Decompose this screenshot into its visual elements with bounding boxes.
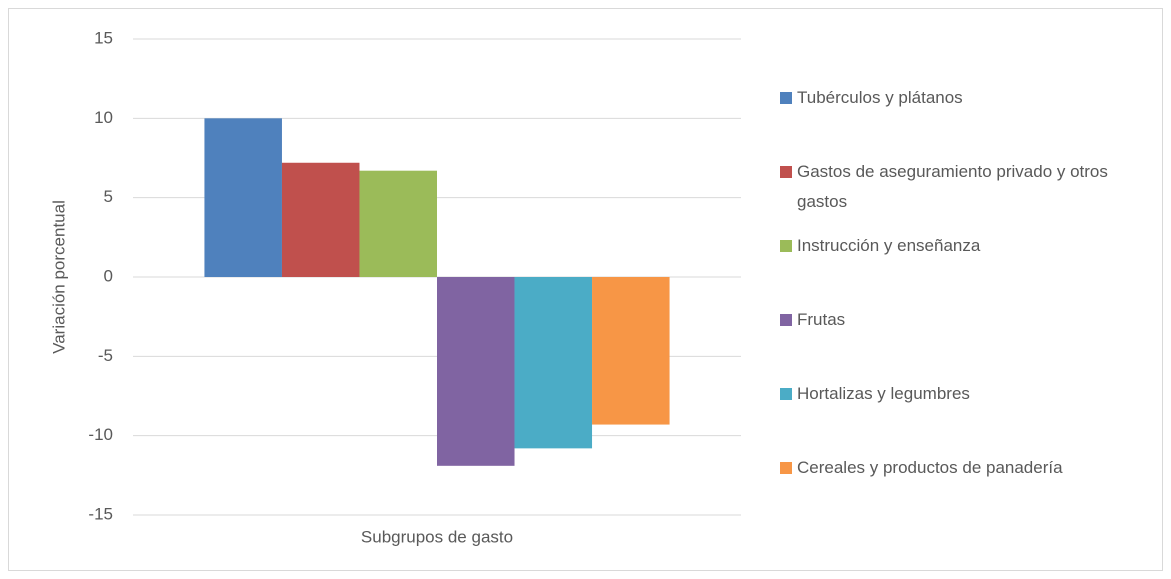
- legend-swatch: [780, 166, 792, 178]
- x-axis-label: Subgrupos de gasto: [361, 527, 513, 546]
- legend-item: Instrucción y enseñanza: [780, 231, 1140, 261]
- bar: [204, 118, 282, 277]
- legend-label: Hortalizas y legumbres: [797, 384, 970, 403]
- y-tick-label: 10: [94, 108, 113, 127]
- bar: [281, 162, 360, 277]
- legend-swatch: [780, 462, 792, 474]
- legend-swatch: [780, 240, 792, 252]
- y-tick-label: -10: [88, 425, 113, 444]
- legend-item: Gastos de aseguramiento privado y otros …: [780, 157, 1140, 217]
- legend-item: Tubérculos y plátanos: [780, 83, 1140, 113]
- legend-label: Tubérculos y plátanos: [797, 88, 963, 107]
- bar: [359, 170, 437, 277]
- y-tick-label: 15: [94, 28, 113, 47]
- y-tick-label: -5: [98, 346, 113, 365]
- legend-label: Cereales y productos de panadería: [797, 458, 1063, 477]
- legend-label: Frutas: [797, 310, 846, 329]
- legend-item: Cereales y productos de panadería: [780, 453, 1140, 483]
- y-tick-label: 5: [104, 187, 113, 206]
- y-tick-label: -15: [88, 504, 113, 523]
- legend-swatch: [780, 388, 792, 400]
- bar: [437, 277, 515, 466]
- y-axis-label: Variación porcentual: [49, 200, 68, 354]
- legend-item: Frutas: [780, 305, 1140, 335]
- legend-item: Hortalizas y legumbres: [780, 379, 1140, 409]
- legend-swatch: [780, 314, 792, 326]
- bar: [592, 277, 670, 425]
- chart-border: [8, 8, 1163, 571]
- legend-label: Gastos de aseguramiento privado y otros …: [797, 162, 1108, 211]
- y-tick-label: 0: [104, 266, 113, 285]
- bar: [514, 277, 593, 449]
- legend-label: Instrucción y enseñanza: [797, 236, 981, 255]
- legend-swatch: [780, 92, 792, 104]
